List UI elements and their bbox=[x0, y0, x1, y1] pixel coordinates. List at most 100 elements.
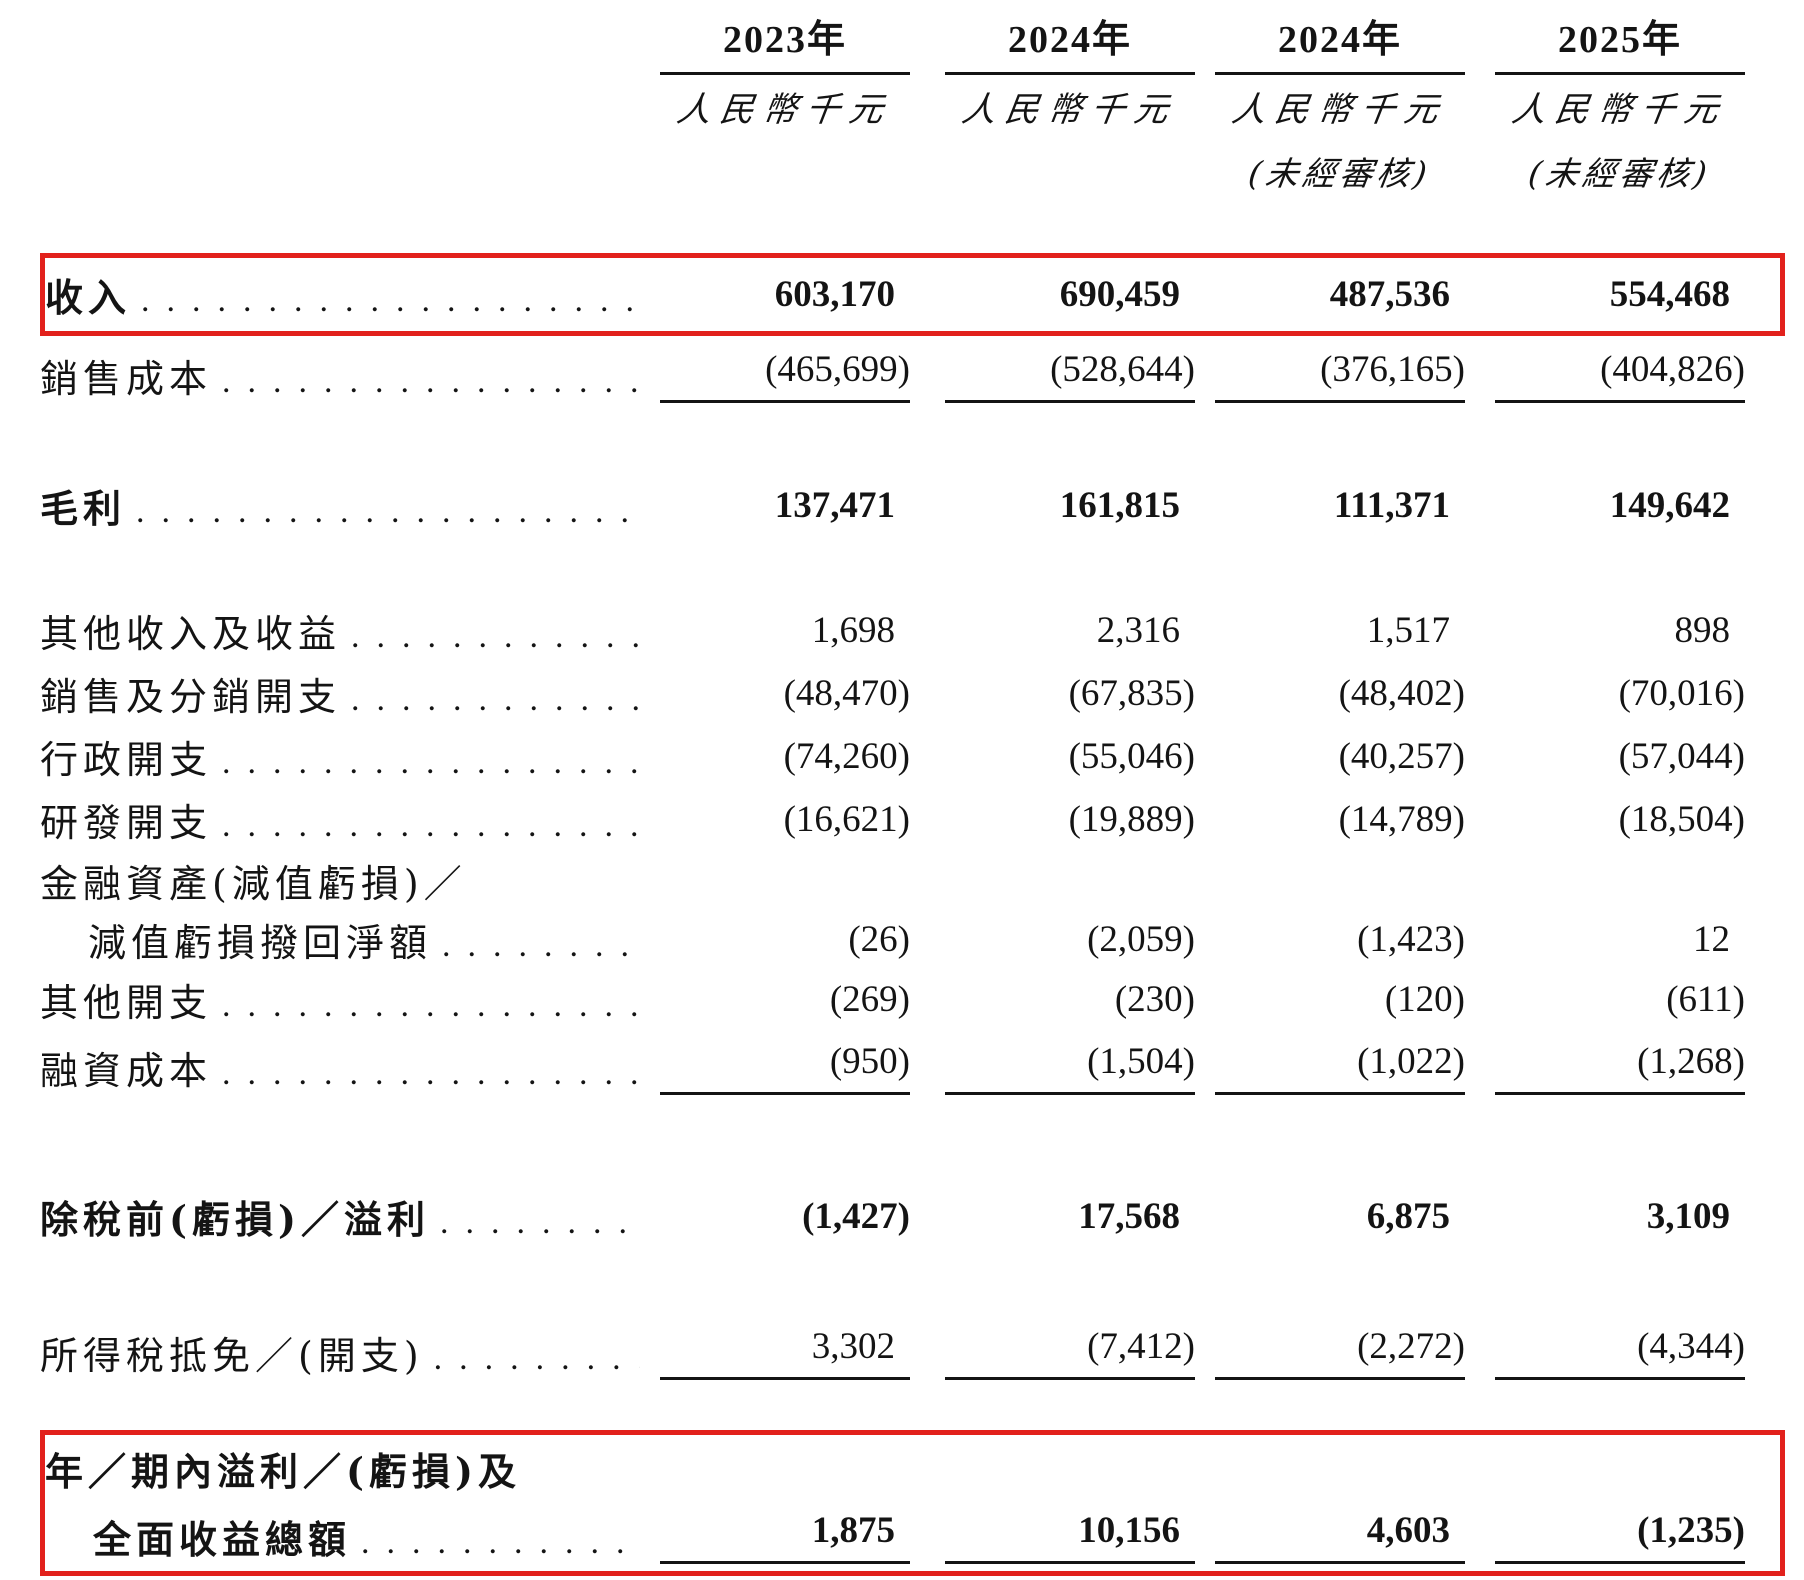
row-label: 其他收入及收益 bbox=[40, 612, 342, 656]
header-spacer bbox=[40, 0, 640, 75]
value-2024-interim: (1,423) bbox=[1357, 918, 1465, 960]
value-2024-interim: (1,022) bbox=[1357, 1040, 1465, 1082]
header-note-row: (未經審核) (未經審核) bbox=[40, 137, 1785, 205]
spacer bbox=[40, 205, 1785, 253]
row-label: 融資成本 bbox=[40, 1048, 213, 1093]
row-financial-assets-impairment-label: 金融資產(減值虧損)／ bbox=[40, 851, 1785, 909]
dot-leader: ........................................… bbox=[439, 1203, 640, 1241]
value-2024: 690,459 bbox=[1059, 274, 1180, 315]
currency-unit: 人民幣千元 bbox=[959, 89, 1180, 130]
row-label: 銷售及分銷開支 bbox=[40, 675, 342, 719]
col-header-2024-interim: 2024年 bbox=[1195, 0, 1465, 75]
dot-leader: ........................................… bbox=[442, 926, 640, 964]
row-label: 其他開支 bbox=[40, 980, 213, 1025]
row-label: 全面收益總額 bbox=[93, 1517, 352, 1562]
value-2024: 161,815 bbox=[1059, 484, 1180, 526]
col-header-2025-interim: 2025年 bbox=[1465, 0, 1745, 75]
row-cost-of-sales: 銷售成本....................................… bbox=[40, 336, 1785, 414]
spacer bbox=[40, 1105, 1785, 1181]
value-2024: (528,644) bbox=[1050, 348, 1195, 390]
value-2023: (950) bbox=[829, 1040, 910, 1082]
row-other-expenses: 其他開支....................................… bbox=[40, 969, 1785, 1029]
value-2025-interim: 3,109 bbox=[1646, 1195, 1730, 1237]
col-header-2024: 2024年 bbox=[910, 0, 1195, 75]
value-2023: 3,302 bbox=[811, 1325, 895, 1367]
row-other-income: 其他收入及收益.................................… bbox=[40, 599, 1785, 662]
value-2025-interim: (70,016) bbox=[1618, 673, 1745, 714]
col-header-2023: 2023年 bbox=[640, 0, 910, 75]
right-margin bbox=[1745, 0, 1785, 75]
value-2024-interim: 6,875 bbox=[1366, 1195, 1450, 1237]
header-unit-row: 人民幣千元 人民幣千元 人民幣千元 人民幣千元 bbox=[40, 75, 1785, 137]
row-profit-before-tax: 除稅前(虧損)／溢利..............................… bbox=[40, 1181, 1785, 1251]
row-label: 研發開支 bbox=[40, 801, 213, 845]
value-2023: (269) bbox=[829, 978, 910, 1020]
row-label: 金融資產(減值虧損)／ bbox=[40, 861, 467, 906]
value-2025-interim: (611) bbox=[1666, 978, 1745, 1020]
value-2025-interim: (404,826) bbox=[1600, 348, 1745, 390]
audit-note: (未經審核) bbox=[1246, 154, 1434, 193]
value-2023: 1,698 bbox=[811, 610, 895, 651]
audit-note: (未經審核) bbox=[1526, 154, 1714, 193]
income-statement-table: 2023年 2024年 2024年 2025年 人民幣千元 人民幣千元 人民幣千… bbox=[40, 0, 1785, 1576]
row-label: 銷售成本 bbox=[40, 356, 213, 401]
dot-leader: ........................................… bbox=[141, 282, 640, 319]
value-2024-interim: (40,257) bbox=[1338, 736, 1465, 777]
value-2024-interim: (120) bbox=[1384, 978, 1465, 1020]
row-rd-expenses: 研發開支....................................… bbox=[40, 788, 1785, 851]
value-2023: (465,699) bbox=[765, 348, 910, 390]
value-2024-interim: 4,603 bbox=[1366, 1510, 1450, 1551]
value-2025-interim: (57,044) bbox=[1618, 736, 1745, 777]
value-2023: (16,621) bbox=[783, 799, 910, 840]
value-2025-interim: (1,268) bbox=[1637, 1040, 1745, 1082]
row-total-comprehensive-label-highlighted: 年／期內溢利／(虧損)及 bbox=[40, 1430, 1785, 1502]
row-total-comprehensive-income-highlighted: 全面收益總額..................................… bbox=[40, 1502, 1785, 1576]
dot-leader: ........................................… bbox=[351, 681, 640, 718]
spacer bbox=[40, 414, 1785, 469]
value-2024: 17,568 bbox=[1078, 1195, 1180, 1237]
value-2025-interim: 898 bbox=[1674, 610, 1731, 651]
value-2025-interim: 554,468 bbox=[1609, 274, 1730, 315]
value-2024: (7,412) bbox=[1087, 1325, 1195, 1367]
dot-leader: ........................................… bbox=[361, 1524, 640, 1561]
currency-unit: 人民幣千元 bbox=[674, 89, 895, 130]
row-revenue-highlighted: 收入......................................… bbox=[40, 253, 1785, 336]
row-income-tax-credit-expense: 所得稅抵免／(開支)..............................… bbox=[40, 1307, 1785, 1397]
value-2023: (48,470) bbox=[783, 673, 910, 714]
value-2024-interim: 487,536 bbox=[1329, 274, 1450, 315]
value-2024: (19,889) bbox=[1068, 799, 1195, 840]
spacer bbox=[40, 541, 1785, 599]
row-label: 收入 bbox=[45, 275, 132, 320]
year-label: 2024年 bbox=[945, 8, 1195, 75]
value-2024-interim: (14,789) bbox=[1338, 799, 1465, 840]
dot-leader: ........................................… bbox=[222, 1054, 640, 1092]
value-2024: (55,046) bbox=[1068, 736, 1195, 777]
spacer bbox=[40, 1397, 1785, 1430]
value-2024: 10,156 bbox=[1078, 1510, 1180, 1551]
dot-leader: ........................................… bbox=[136, 492, 640, 530]
dot-leader: ........................................… bbox=[222, 744, 640, 781]
value-2023: (26) bbox=[848, 918, 910, 960]
value-2024: (2,059) bbox=[1087, 918, 1195, 960]
value-2023: 1,875 bbox=[811, 1510, 895, 1551]
value-2023: 137,471 bbox=[774, 484, 895, 526]
value-2024: (1,504) bbox=[1087, 1040, 1195, 1082]
dot-leader: ........................................… bbox=[433, 1339, 640, 1377]
value-2025-interim: (1,235) bbox=[1637, 1510, 1745, 1551]
dot-leader: ........................................… bbox=[222, 807, 640, 844]
currency-unit: 人民幣千元 bbox=[1229, 89, 1450, 130]
row-selling-distribution-expenses: 銷售及分銷開支.................................… bbox=[40, 662, 1785, 725]
row-label: 減值虧損撥回淨額 bbox=[88, 920, 433, 965]
header-year-row: 2023年 2024年 2024年 2025年 bbox=[40, 0, 1785, 75]
year-label: 2024年 bbox=[1215, 8, 1465, 75]
row-administrative-expenses: 行政開支....................................… bbox=[40, 725, 1785, 788]
value-2023: (1,427) bbox=[802, 1195, 910, 1237]
row-label: 行政開支 bbox=[40, 738, 213, 782]
value-2024-interim: (376,165) bbox=[1320, 348, 1465, 390]
row-label: 所得稅抵免／(開支) bbox=[40, 1333, 424, 1378]
dot-leader: ........................................… bbox=[222, 362, 640, 400]
value-2025-interim: 149,642 bbox=[1609, 484, 1730, 526]
dot-leader: ........................................… bbox=[351, 618, 640, 655]
dot-leader: ........................................… bbox=[222, 986, 640, 1024]
